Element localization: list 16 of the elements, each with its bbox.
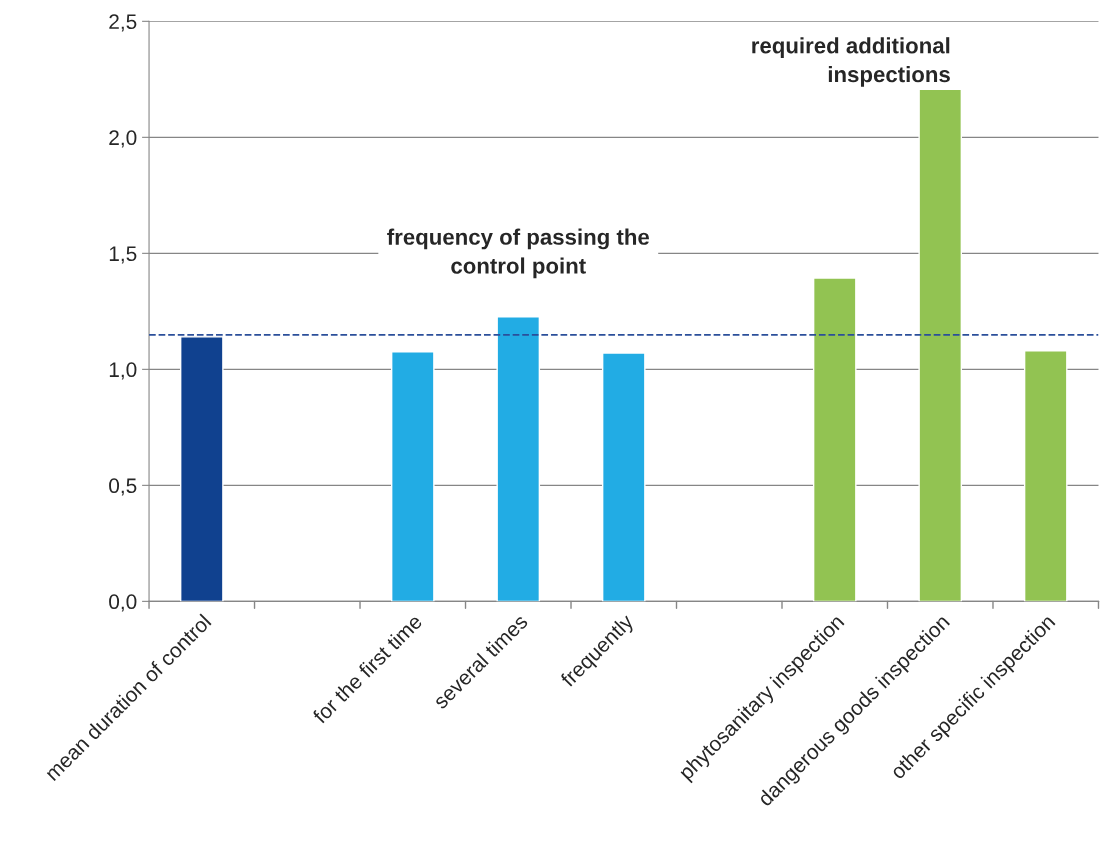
- y-tick-label: 1,5: [109, 246, 137, 264]
- y-tick-label: 2,5: [109, 14, 137, 32]
- annotation: required additional inspections: [752, 37, 950, 87]
- bar: [390, 351, 435, 602]
- x-tick-label: for the first time: [311, 613, 423, 725]
- y-tick-label: 0,0: [109, 594, 137, 612]
- bar: [601, 352, 646, 602]
- y-tick-label: 0,5: [109, 478, 137, 496]
- y-tick-label: 1,0: [109, 362, 137, 380]
- y-tick-label: 2,0: [109, 130, 137, 148]
- bar: [812, 277, 857, 602]
- annotation: frequency of passing the control point: [387, 228, 650, 279]
- bar: [179, 336, 224, 602]
- bar: [918, 88, 963, 602]
- bar: [1023, 350, 1068, 602]
- bar: [496, 316, 541, 602]
